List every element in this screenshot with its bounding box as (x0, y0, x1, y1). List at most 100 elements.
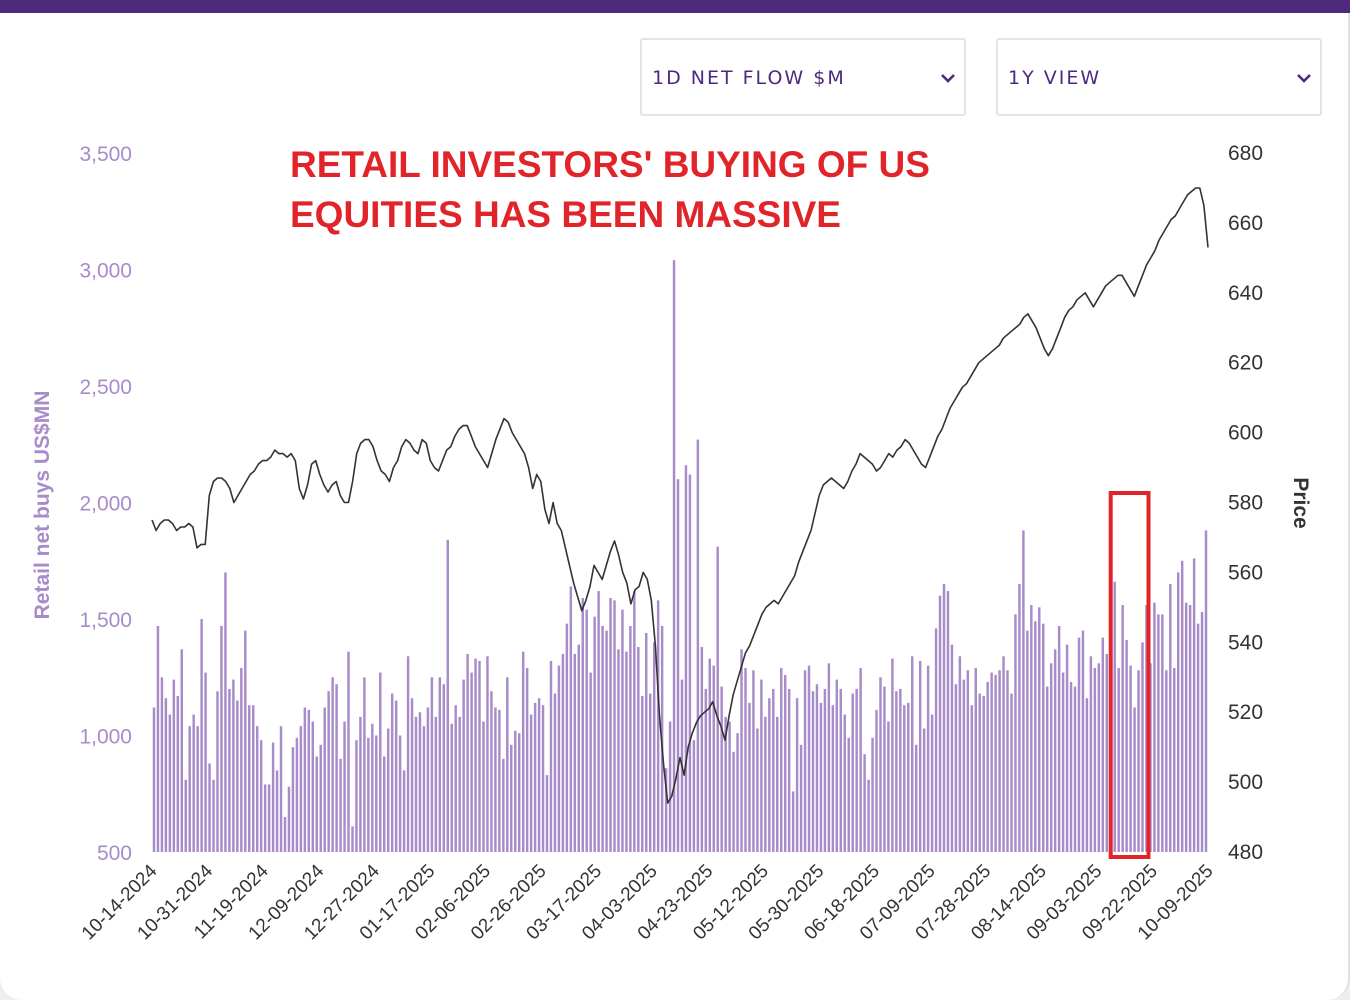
chevron-down-icon (1297, 74, 1311, 83)
bar (1002, 656, 1005, 852)
bar (339, 758, 342, 852)
bar (283, 817, 287, 852)
bar (990, 672, 993, 852)
bar (879, 677, 882, 852)
chart-title: RETAIL INVESTORS' BUYING OF US EQUITIES H… (290, 144, 930, 235)
bar (541, 705, 545, 852)
y-axis-label: Retail net buys US$MN (31, 391, 54, 620)
bar (220, 625, 223, 852)
range-select-value: 1Y VIEW (1008, 67, 1102, 89)
bar (430, 677, 434, 852)
bar (748, 702, 751, 852)
bar (470, 672, 473, 852)
bar (498, 709, 501, 852)
bar (617, 649, 620, 852)
bar (843, 714, 846, 852)
bar (795, 698, 799, 852)
bar (156, 625, 160, 852)
bar (918, 660, 922, 852)
bar (323, 707, 326, 852)
bar (565, 623, 569, 852)
price-series (151, 187, 1209, 804)
bar (259, 740, 263, 852)
bar (152, 707, 156, 852)
bar (807, 665, 811, 852)
bar (1161, 614, 1164, 852)
bar (780, 667, 783, 852)
bar (319, 744, 322, 852)
bar (462, 679, 465, 852)
bar (216, 691, 219, 852)
bar (1042, 623, 1045, 852)
bar (172, 679, 176, 852)
bar (1081, 630, 1085, 852)
bar (271, 742, 275, 852)
bar (716, 546, 719, 852)
metric-select-value: 1D NET FLOW $M (652, 67, 846, 89)
bar (454, 705, 457, 852)
bar (224, 572, 227, 852)
y2-tick-label: 500 (1228, 771, 1263, 794)
metric-select[interactable]: 1D NET FLOW $M (640, 38, 966, 116)
right-axis: 680 660 640 620 600 580 560 540 520 500 480 (1228, 142, 1263, 864)
bar (1006, 670, 1009, 852)
bar (934, 628, 938, 852)
bar (867, 779, 870, 852)
bar (418, 712, 422, 852)
bar (903, 705, 906, 852)
y2-tick-label: 560 (1228, 561, 1263, 584)
bar (863, 754, 866, 852)
top-accent-bar (0, 0, 1350, 13)
bar (367, 737, 370, 852)
bar (914, 744, 918, 852)
bar (303, 707, 307, 852)
bar (581, 598, 584, 852)
bar (347, 651, 350, 852)
bar (244, 630, 247, 852)
bar (696, 439, 700, 852)
bar (609, 598, 612, 852)
bar (263, 784, 267, 852)
bar (871, 737, 874, 852)
bar (537, 698, 541, 852)
bar (720, 686, 723, 852)
y2-tick-label: 620 (1228, 352, 1263, 375)
bar (1165, 670, 1168, 852)
bar (466, 653, 469, 852)
bar (895, 691, 898, 852)
bar (525, 667, 529, 852)
bar (1204, 530, 1208, 852)
bar (1200, 612, 1204, 852)
bar (275, 770, 279, 852)
bar (549, 660, 553, 852)
bar (768, 698, 771, 852)
bar (450, 723, 453, 852)
bar (736, 733, 739, 852)
bar (1196, 623, 1200, 852)
bar (192, 714, 195, 852)
bar (426, 707, 430, 852)
bar (446, 539, 449, 852)
bar (851, 693, 854, 852)
range-select[interactable]: 1Y VIEW (996, 38, 1322, 116)
bar (514, 730, 517, 852)
bar (240, 667, 243, 852)
bar (1061, 672, 1065, 852)
bar (1077, 637, 1081, 852)
bar (926, 665, 930, 852)
bar (656, 600, 660, 852)
bar (700, 646, 704, 852)
bar (1173, 667, 1176, 852)
bar (1069, 681, 1073, 852)
bar (553, 693, 557, 852)
y-tick-label: 1,000 (79, 726, 132, 749)
bar (664, 768, 668, 852)
bar (760, 679, 763, 852)
bar (1093, 667, 1097, 852)
bar (1121, 605, 1124, 852)
bar (1018, 584, 1021, 852)
bar (252, 705, 255, 852)
bar (371, 723, 374, 852)
bar (577, 644, 580, 852)
bar (394, 700, 398, 852)
